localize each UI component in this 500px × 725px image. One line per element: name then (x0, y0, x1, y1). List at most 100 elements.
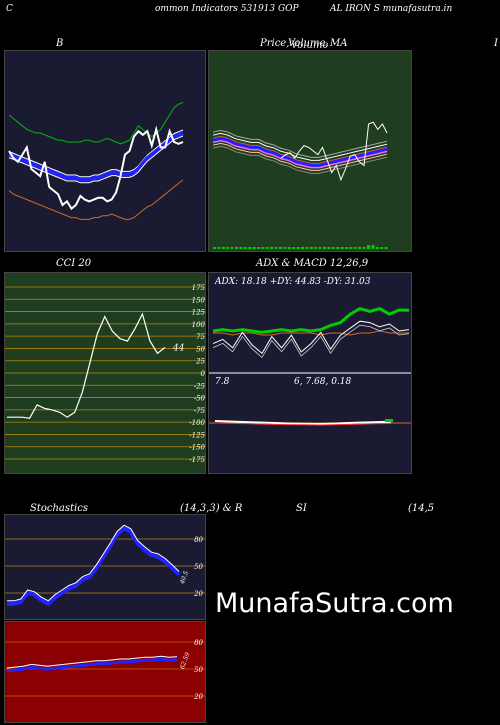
volume-bar (279, 247, 282, 249)
volume-bar (239, 247, 243, 249)
rsi-tick-label: 20 (193, 693, 203, 701)
rsi-blue-line (6, 657, 178, 673)
cci-tick-label: -25 (194, 382, 205, 390)
cci-tick-label: 100 (192, 321, 205, 329)
price-title-d: Volume (291, 40, 329, 51)
price-blue-ma (212, 136, 388, 167)
adx-title: ADX & MACD 12,26,9 (256, 258, 369, 269)
price-ma-line-1 (212, 132, 388, 161)
cci-tick-label: 150 (192, 296, 205, 304)
adx-readout: ADX: 18.18 +DY: 44.83 -DY: 31.03 (215, 277, 371, 287)
rsi-params: (14,5 (408, 503, 435, 514)
adx-line (213, 330, 409, 336)
cci-tick-label: -75 (194, 407, 205, 415)
cci-tick-label: 125 (192, 309, 205, 317)
cci-tick-label: 0 (201, 370, 205, 378)
edge-right-letter: I (494, 38, 498, 49)
volume-bar (340, 247, 344, 249)
macd-signal-line (214, 422, 392, 426)
volume-bar (257, 247, 260, 249)
watermark: MunafaSutra.com (215, 588, 454, 619)
volume-bar (274, 247, 278, 249)
header-mid-left: ommon Indicators 531913 GOP (155, 4, 299, 14)
stoch-tick-label: 50 (194, 563, 203, 571)
volume-bar (358, 247, 362, 249)
price-ma-line-0 (212, 129, 388, 158)
price-chart (212, 121, 388, 249)
rsi-title: SI (296, 503, 307, 514)
cci-tick-label: 75 (196, 333, 205, 341)
bb-lower-band (8, 179, 184, 220)
bb-middle-outline-bottom (8, 135, 184, 184)
rsi-panel: 80 50 20 62.59 (4, 621, 206, 723)
volume-bar (283, 247, 287, 249)
bb-middle-band (8, 131, 184, 182)
cci-tick-label: 25 (195, 358, 205, 366)
bb-title: B (56, 38, 64, 49)
volume-bar (309, 247, 313, 249)
price-ma-line-2 (212, 135, 388, 164)
volume-bar (301, 247, 304, 249)
volume-bar (323, 247, 326, 249)
cci-tick-label: -100 (189, 419, 205, 427)
cci-value-label: 44 (172, 343, 185, 353)
volume-bar (252, 247, 256, 249)
minus-dy-line (212, 320, 410, 355)
cci-panel: 175 150 125 100 75 50 25 0 -25 -50 -75 -100 -125 -150… (4, 272, 206, 474)
adx-panel: ADX: 18.18 +DY: 44.83 -DY: 31.03 7.8 6, … (208, 272, 412, 474)
volume-bar (296, 247, 300, 249)
volume-bar (226, 247, 230, 249)
macd-left-label: 7.8 (215, 377, 230, 387)
stoch-value-label: 40.5 (179, 570, 191, 586)
bb-panel (4, 50, 206, 252)
volume-bar (217, 247, 221, 249)
stoch-params: (14,3,3) & R (180, 503, 243, 514)
volume-bar (327, 247, 331, 249)
volume-bar (261, 247, 265, 249)
volume-bar (243, 247, 247, 249)
price-ma-line-3 (212, 139, 388, 169)
volume-bar (221, 247, 225, 249)
stoch-panel: 80 50 20 40.5 (4, 514, 206, 620)
stoch-d-line (7, 525, 181, 607)
rsi-tick-label: 80 (194, 639, 203, 647)
header-left: C (6, 4, 13, 14)
cci-tick-label: -125 (189, 431, 205, 439)
plus-dy-line (212, 306, 410, 334)
volume-bar (345, 247, 348, 249)
rsi-value-label: 62.59 (179, 651, 192, 670)
macd-histogram-bar (385, 419, 393, 422)
volume-bar (287, 247, 291, 249)
bb-upper-band (8, 101, 184, 145)
volume-bar (331, 247, 335, 249)
cci-tick-label: 175 (192, 284, 205, 292)
stoch-k-line (7, 524, 180, 602)
stoch-title: Stochastics (30, 503, 88, 514)
volume-bar (371, 245, 375, 249)
bb-price-line (8, 125, 184, 211)
macd-readout: 6, 7.68, 0.18 (294, 377, 352, 387)
volume-bar (318, 247, 322, 249)
volume-bar (235, 247, 238, 249)
price-ma-line-5 (212, 145, 388, 174)
cci-title: CCI 20 (56, 258, 92, 269)
cci-tick-label: 50 (196, 345, 205, 353)
price-title-b: Volume, (288, 38, 329, 49)
price-ma-line-4 (212, 142, 388, 171)
price-close-line (280, 121, 388, 182)
cci-tick-label: -50 (194, 395, 205, 403)
volume-bar (248, 247, 252, 249)
price-title-a: Price, (260, 38, 290, 49)
volume-bar (384, 247, 388, 249)
bb-middle-outline-top (8, 129, 184, 178)
price-title-c: MA (330, 38, 348, 49)
price-panel (208, 50, 412, 252)
rsi-chart: 80 50 20 62.59 (5, 639, 205, 701)
stoch-tick-label: 80 (194, 536, 203, 544)
volume-bar (292, 247, 296, 249)
volume-bar (380, 247, 384, 249)
volume-bar (353, 247, 357, 249)
header-mid-right: AL IRON S munafasutra.in (330, 4, 453, 14)
volume-bar (270, 247, 274, 249)
